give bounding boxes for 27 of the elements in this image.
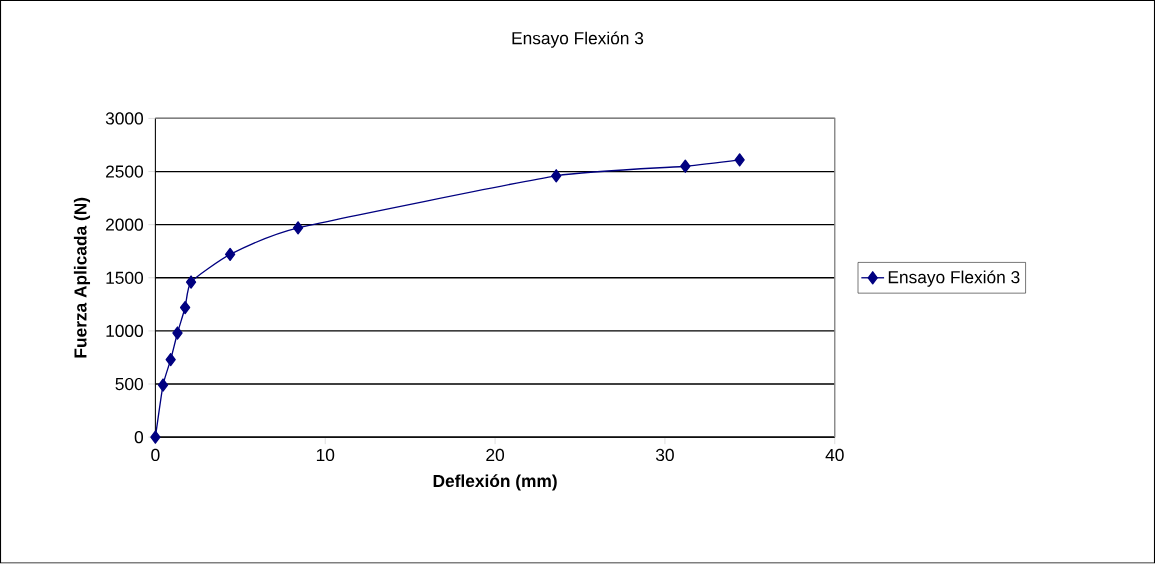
x-axis-title: Deflexión (mm) bbox=[433, 474, 557, 491]
point bbox=[150, 430, 161, 445]
x-tick-label: 30 bbox=[655, 449, 674, 462]
point bbox=[680, 159, 691, 174]
point bbox=[734, 153, 745, 167]
y-tick-label: 3000 bbox=[105, 112, 144, 125]
y-axis-title: Fuerza Aplicada (N) bbox=[73, 198, 91, 358]
y-tick-label: 2000 bbox=[106, 218, 144, 232]
point bbox=[165, 353, 176, 367]
point bbox=[551, 169, 562, 183]
y-tick-label: 0 bbox=[134, 431, 144, 444]
x-tick-label: 40 bbox=[825, 449, 844, 462]
point bbox=[172, 326, 183, 340]
y-tick-label: 1000 bbox=[106, 324, 144, 338]
y-tick-label: 2500 bbox=[106, 165, 144, 178]
point bbox=[179, 301, 191, 315]
point bbox=[157, 378, 169, 392]
chart-title: Ensayo Flexión 3 bbox=[512, 31, 644, 48]
x-tick-label: 20 bbox=[486, 449, 505, 462]
legend-label: Ensayo Flexión 3 bbox=[888, 270, 1020, 287]
point bbox=[292, 221, 304, 235]
x-tick-label: 0 bbox=[151, 449, 160, 462]
point bbox=[185, 275, 197, 289]
y-tick-label: 1500 bbox=[106, 271, 144, 285]
point bbox=[224, 247, 236, 262]
y-tick-label: 500 bbox=[115, 378, 144, 391]
x-tick-label: 10 bbox=[316, 449, 335, 462]
